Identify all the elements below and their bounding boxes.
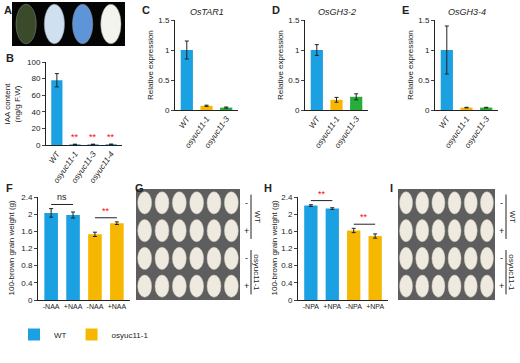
svg-text:osyuc11-1: osyuc11-1 [183, 115, 211, 150]
svg-text:A: A [4, 4, 12, 16]
svg-text:OsGH3-4: OsGH3-4 [448, 7, 486, 17]
svg-text:60: 60 [31, 91, 40, 100]
svg-text:-: - [245, 253, 248, 263]
svg-text:2.4: 2.4 [281, 193, 293, 202]
svg-text:0.4: 0.4 [21, 279, 33, 288]
svg-text:osyuc11-1: osyuc11-1 [313, 115, 341, 150]
svg-text:-: - [245, 198, 248, 208]
svg-text:+NPA: +NPA [323, 303, 341, 310]
svg-text:100-brown grain weight (g): 100-brown grain weight (g) [270, 200, 279, 295]
svg-text:osyuc11-4: osyuc11-4 [88, 149, 117, 184]
svg-text:E: E [402, 4, 409, 16]
svg-text:H: H [264, 182, 272, 194]
svg-text:1.2: 1.2 [281, 244, 293, 253]
svg-text:osyuc11-1: osyuc11-1 [252, 254, 261, 291]
svg-text:**: ** [107, 132, 115, 142]
svg-text:OsGH3-2: OsGH3-2 [318, 7, 356, 17]
svg-text:0.5: 0.5 [288, 76, 300, 85]
svg-text:1.2: 1.2 [21, 244, 33, 253]
svg-text:WT: WT [253, 211, 262, 224]
svg-text:0.4: 0.4 [281, 279, 293, 288]
svg-text:0.5: 0.5 [418, 76, 430, 85]
svg-text:-: - [500, 198, 503, 208]
svg-text:Relative expression: Relative expression [276, 30, 285, 100]
svg-text:0: 0 [28, 296, 33, 305]
svg-text:osyuc11-3: osyuc11-3 [203, 114, 232, 149]
svg-text:-NPA: -NPA [346, 303, 363, 310]
svg-text:2.4: 2.4 [21, 193, 33, 202]
svg-text:+NPA: +NPA [366, 303, 384, 310]
svg-text:0: 0 [425, 106, 430, 115]
svg-text:IAA content(ng/g F.W): IAA content(ng/g F.W) [3, 83, 22, 125]
svg-text:0: 0 [165, 106, 170, 115]
svg-text:WT: WT [437, 114, 452, 130]
svg-text:+: + [244, 281, 249, 291]
svg-text:Relative expression: Relative expression [406, 30, 415, 100]
svg-text:2: 2 [28, 210, 33, 219]
svg-text:B: B [6, 52, 14, 64]
svg-text:I: I [390, 182, 393, 194]
svg-text:0.8: 0.8 [281, 261, 293, 270]
svg-text:100: 100 [27, 58, 41, 67]
svg-text:osyuc11-1: osyuc11-1 [507, 254, 516, 291]
svg-text:0.5: 0.5 [158, 76, 170, 85]
svg-text:osyuc11-3: osyuc11-3 [463, 114, 492, 149]
svg-text:0.8: 0.8 [21, 261, 33, 270]
svg-text:osyuc11-1: osyuc11-1 [443, 115, 471, 150]
svg-text:**: ** [89, 132, 97, 142]
svg-text:-NPA: -NPA [303, 303, 320, 310]
svg-text:0: 0 [288, 296, 293, 305]
svg-text:-NAA: -NAA [43, 303, 60, 310]
svg-text:WT: WT [307, 114, 322, 130]
svg-text:20: 20 [31, 124, 40, 133]
svg-text:-NAA: -NAA [87, 303, 104, 310]
svg-text:WT: WT [508, 211, 517, 224]
svg-text:+NAA: +NAA [108, 303, 127, 310]
svg-text:40: 40 [31, 108, 40, 117]
svg-text:osyuc11-1: osyuc11-1 [52, 150, 80, 185]
svg-text:+NAA: +NAA [64, 303, 83, 310]
svg-text:0: 0 [295, 106, 300, 115]
svg-text:1: 1 [425, 46, 430, 55]
svg-text:1: 1 [295, 46, 300, 55]
svg-text:osyuc11-3: osyuc11-3 [70, 149, 99, 184]
svg-text:F: F [6, 182, 13, 194]
svg-text:D: D [272, 4, 280, 16]
svg-text:1.6: 1.6 [21, 227, 33, 236]
svg-text:80: 80 [31, 74, 40, 83]
svg-text:WT: WT [47, 149, 62, 165]
svg-text:**: ** [360, 212, 368, 222]
svg-text:**: ** [71, 132, 79, 142]
svg-text:G: G [135, 182, 144, 194]
svg-text:1.5: 1.5 [288, 16, 300, 25]
svg-text:1.6: 1.6 [281, 227, 293, 236]
svg-text:2: 2 [288, 210, 293, 219]
svg-text:+: + [499, 226, 504, 236]
svg-text:osyuc11-1: osyuc11-1 [112, 331, 149, 340]
svg-text:Relative expression: Relative expression [146, 30, 155, 100]
svg-text:-: - [500, 253, 503, 263]
svg-text:1: 1 [165, 46, 170, 55]
svg-text:+: + [244, 226, 249, 236]
svg-text:100-brown grain weight (g): 100-brown grain weight (g) [7, 200, 16, 295]
svg-text:WT: WT [177, 114, 192, 130]
svg-text:WT: WT [54, 331, 67, 340]
svg-text:osyuc11-3: osyuc11-3 [333, 114, 362, 149]
svg-text:C: C [142, 4, 150, 16]
svg-text:**: ** [102, 206, 110, 216]
svg-text:0: 0 [36, 141, 41, 150]
svg-text:1.5: 1.5 [158, 16, 170, 25]
svg-text:1.5: 1.5 [418, 16, 430, 25]
svg-text:+: + [499, 281, 504, 291]
svg-text:**: ** [318, 189, 326, 199]
svg-text:ns: ns [57, 192, 67, 202]
svg-text:OsTAR1: OsTAR1 [190, 7, 224, 17]
